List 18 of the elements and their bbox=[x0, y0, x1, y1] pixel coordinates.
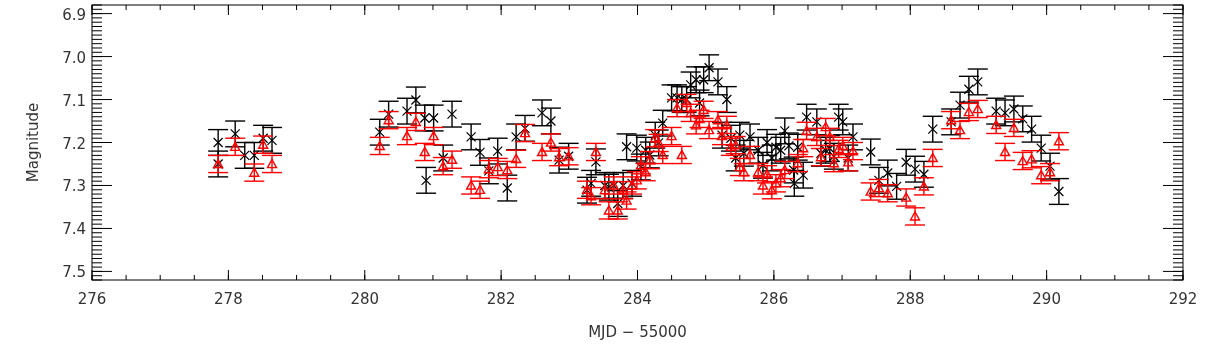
x-axis-title: MJD − 55000 bbox=[588, 323, 687, 341]
y-tick-label: 7.5 bbox=[62, 263, 86, 282]
y-tick-label: 7.0 bbox=[62, 48, 86, 67]
x-tick-label: 278 bbox=[214, 290, 243, 308]
x-tick-label: 286 bbox=[759, 290, 789, 308]
x-tick-label: 280 bbox=[350, 290, 380, 308]
x-tick-label: 284 bbox=[623, 290, 652, 308]
y-axis-title: Magnitude bbox=[24, 102, 42, 183]
x-tick-label: 288 bbox=[895, 290, 925, 308]
y-tick-label: 7.1 bbox=[62, 91, 86, 110]
x-tick-label: 282 bbox=[486, 290, 516, 308]
x-tick-label: 290 bbox=[1032, 290, 1061, 308]
y-tick-label: 7.4 bbox=[62, 220, 86, 239]
y-tick-label: 7.3 bbox=[62, 177, 86, 196]
y-tick-label: 7.2 bbox=[62, 134, 86, 153]
x-tick-label: 276 bbox=[77, 290, 107, 308]
x-tick-label: 292 bbox=[1168, 290, 1198, 308]
y-tick-label: 6.9 bbox=[62, 5, 86, 24]
